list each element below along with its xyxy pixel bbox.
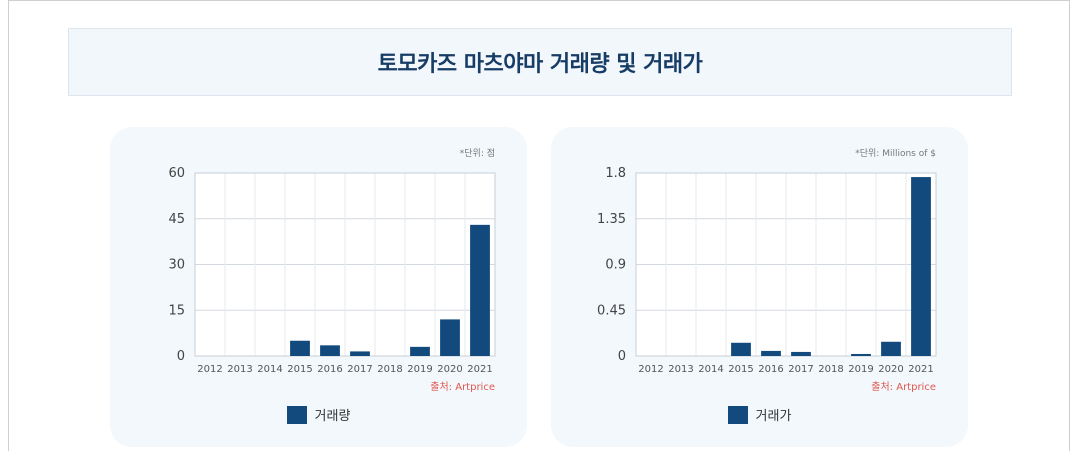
y-tick-label: 1.35: [597, 212, 626, 227]
bar-2020: [881, 341, 901, 356]
legend-swatch: [286, 405, 307, 424]
volume-chart: 0 15 30 45 60 2012 2013 2014 2015 2016 2017 2018 201…: [168, 147, 496, 393]
bar-2017: [791, 351, 811, 356]
bar-2015: [731, 342, 751, 356]
x-tick-label: 2012: [197, 364, 222, 375]
x-tick-label: 2015: [728, 364, 753, 375]
x-tick-label: 2016: [317, 364, 342, 375]
x-tick-label: 2021: [908, 364, 933, 375]
x-tick-label: 2018: [377, 364, 402, 375]
page-title: 토모카즈 마츠야마 거래량 및 거래가: [377, 52, 703, 77]
price-chart-card: 0 0.45 0.9 1.35 1.8 2012 2013 2014 2015 2016 2017 2…: [551, 127, 968, 447]
x-tick-label: 2016: [758, 364, 783, 375]
x-tick-label: 2012: [638, 364, 663, 375]
bar-2019: [410, 346, 430, 356]
y-tick-label: 30: [168, 258, 185, 273]
x-tick-label: 2020: [878, 364, 903, 375]
y-tick-label: 60: [168, 166, 185, 181]
x-tick-label: 2014: [257, 364, 282, 375]
plot-border: [194, 172, 496, 357]
bar-2020: [440, 319, 460, 356]
x-tick-label: 2017: [347, 364, 372, 375]
bar-2015: [290, 340, 310, 356]
plot-border: [635, 172, 937, 357]
unit-label: *단위: Millions of $: [855, 148, 936, 159]
legend-swatch: [727, 405, 748, 424]
x-tick-label: 2013: [227, 364, 252, 375]
x-tick-label: 2013: [668, 364, 693, 375]
bar-2016: [761, 350, 781, 356]
y-tick-label: 0.45: [597, 303, 626, 318]
x-tick-label: 2021: [467, 364, 492, 375]
x-tick-label: 2020: [437, 364, 462, 375]
price-legend: 거래가: [551, 405, 968, 424]
source-label: 출처: Artprice: [871, 381, 936, 393]
title-banner: 토모카즈 마츠야마 거래량 및 거래가: [68, 28, 1012, 96]
bar-2016: [320, 345, 340, 356]
y-tick-label: 15: [168, 303, 185, 318]
x-tick-label: 2017: [788, 364, 813, 375]
bar-2021: [911, 177, 931, 356]
y-tick-label: 0.9: [605, 258, 626, 273]
x-tick-label: 2015: [287, 364, 312, 375]
legend-label: 거래량: [314, 409, 351, 424]
page-frame: [8, 0, 1070, 451]
y-tick-label: 1.8: [605, 166, 626, 181]
volume-chart-card: 0 15 30 45 60 2012 2013 2014 2015 2016 2017 2018 201…: [110, 127, 527, 447]
legend-label: 거래가: [755, 409, 792, 424]
bar-2019: [851, 353, 871, 356]
source-label: 출처: Artprice: [430, 381, 495, 393]
bar-2021: [470, 224, 490, 356]
x-tick-label: 2019: [848, 364, 873, 375]
y-tick-label: 45: [168, 212, 185, 227]
x-tick-label: 2019: [407, 364, 432, 375]
unit-label: *단위: 점: [460, 147, 495, 159]
volume-legend: 거래량: [110, 405, 527, 424]
y-tick-label: 0: [177, 349, 185, 364]
x-tick-label: 2014: [698, 364, 723, 375]
y-tick-label: 0: [618, 349, 626, 364]
x-tick-label: 2018: [818, 364, 843, 375]
bar-2017: [350, 351, 370, 356]
price-chart: 0 0.45 0.9 1.35 1.8 2012 2013 2014 2015 2016 2017 2…: [597, 148, 937, 393]
